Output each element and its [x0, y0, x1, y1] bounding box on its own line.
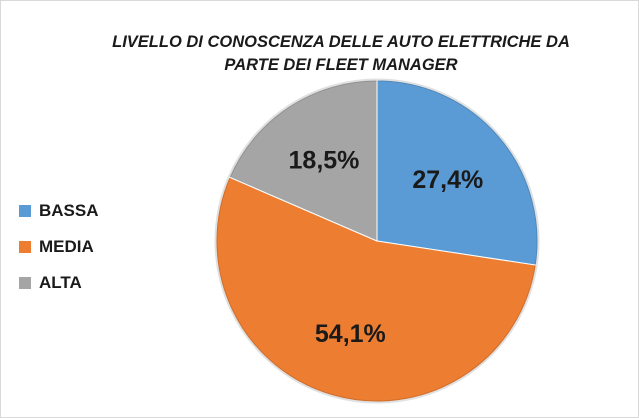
- pie-slice-alta: [228, 79, 378, 242]
- pie-slice-media: [215, 176, 537, 403]
- pie-slice-bassa: [376, 79, 539, 266]
- chart-title-line-1: LIVELLO DI CONOSCENZA DELLE AUTO ELETTRI…: [112, 33, 570, 51]
- legend-swatch-media: [19, 241, 31, 253]
- pie-label-alta: 18,5%: [289, 146, 360, 174]
- legend-label-bassa: BASSA: [39, 201, 99, 220]
- legend-item-media: MEDIA: [19, 229, 99, 265]
- chart-title: LIVELLO DI CONOSCENZA DELLE AUTO ELETTRI…: [41, 31, 639, 77]
- legend-label-media: MEDIA: [39, 237, 94, 256]
- pie-label-bassa: 27,4%: [412, 166, 483, 194]
- pie-label-media: 54,1%: [315, 320, 386, 348]
- pie-rim-bassa: [376, 78, 540, 266]
- pie-rim-media: [214, 176, 538, 404]
- legend: BASSA MEDIA ALTA: [19, 193, 99, 301]
- legend-label-alta: ALTA: [39, 273, 82, 292]
- legend-item-alta: ALTA: [19, 265, 99, 301]
- chart-title-line-2: PARTE DEI FLEET MANAGER: [224, 56, 458, 74]
- legend-swatch-bassa: [19, 205, 31, 217]
- pie-rim-alta: [227, 78, 378, 178]
- legend-item-bassa: BASSA: [19, 193, 99, 229]
- legend-swatch-alta: [19, 277, 31, 289]
